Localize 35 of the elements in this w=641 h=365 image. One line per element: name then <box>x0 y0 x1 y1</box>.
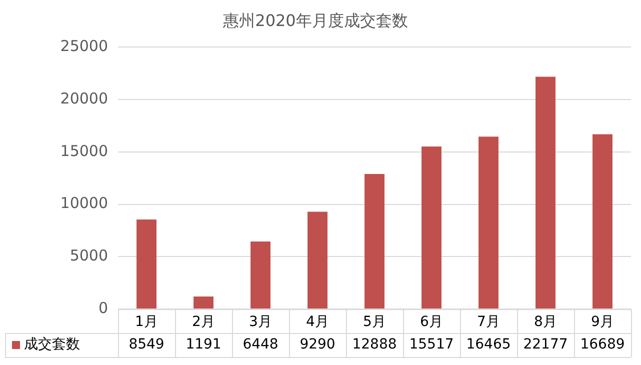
data-label: 6448 <box>242 336 278 353</box>
bar <box>136 219 156 308</box>
x-tick-label: 1月 <box>135 314 158 330</box>
x-tick-label: 7月 <box>477 314 500 330</box>
y-tick-label: 20000 <box>60 89 108 108</box>
chart-title: 惠州2020年月度成交套数 <box>222 10 408 30</box>
x-tick-label: 5月 <box>363 314 386 330</box>
bar <box>478 136 498 308</box>
data-label: 16465 <box>466 336 511 353</box>
legend-label: 成交套数 <box>24 336 80 353</box>
bar <box>592 134 612 308</box>
data-label: 15517 <box>409 336 454 353</box>
data-label: 1191 <box>186 336 222 353</box>
y-tick-label: 10000 <box>60 194 108 212</box>
bar <box>308 212 328 308</box>
data-label: 22177 <box>523 336 568 353</box>
x-tick-label: 9月 <box>591 314 614 330</box>
data-label: 12888 <box>352 336 397 353</box>
y-tick-label: 15000 <box>60 142 108 160</box>
x-tick-label: 4月 <box>306 314 329 330</box>
bar <box>194 296 214 308</box>
data-label: 9290 <box>300 336 336 353</box>
x-tick-label: 3月 <box>249 314 272 330</box>
x-tick-label: 8月 <box>534 314 557 330</box>
y-tick-label: 0 <box>98 298 108 317</box>
x-tick-label: 2月 <box>192 314 215 330</box>
data-label: 16689 <box>580 336 625 353</box>
bar <box>364 174 384 308</box>
bar <box>536 76 556 308</box>
y-tick-label: 25000 <box>60 37 108 56</box>
x-tick-label: 6月 <box>420 314 443 330</box>
data-label: 8549 <box>128 336 164 353</box>
y-tick-label: 5000 <box>70 246 108 265</box>
bar <box>250 241 270 308</box>
bar <box>422 146 442 308</box>
